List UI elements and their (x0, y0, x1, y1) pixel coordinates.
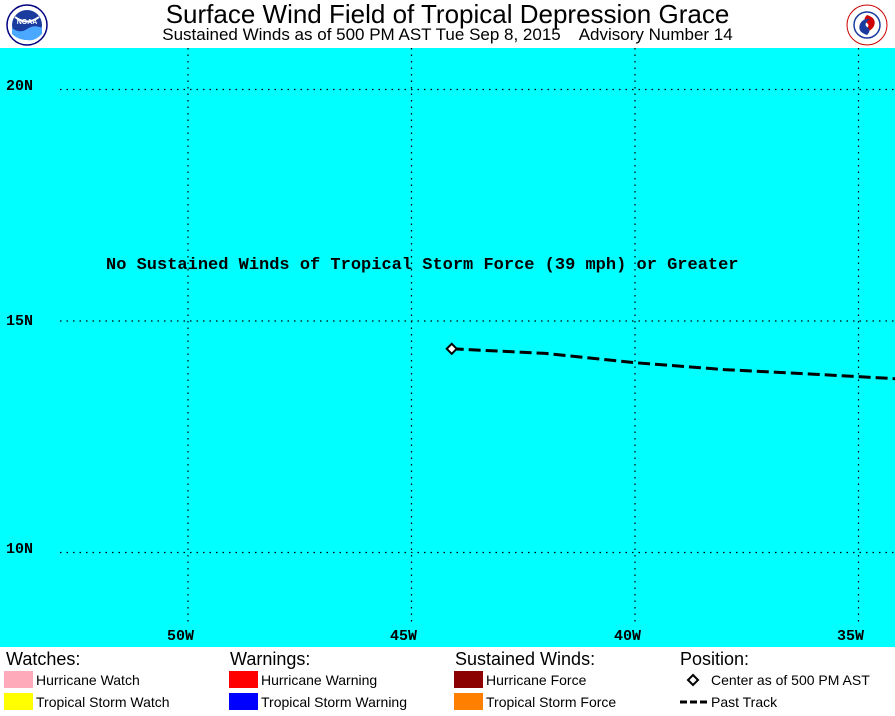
lon-label-45w: 45W (390, 628, 418, 645)
hurricane-force-swatch (454, 671, 483, 688)
hurricane-warning-swatch (229, 671, 258, 688)
tropical-storm-warning-swatch (229, 693, 258, 710)
legend: Watches: Hurricane Watch Tropical Storm … (0, 647, 895, 716)
legend-watches-heading: Watches: (6, 649, 81, 669)
page-subtitle: Sustained Winds as of 500 PM AST Tue Sep… (162, 25, 733, 44)
map-panel: 20N 15N 10N 50W 45W 40W 35W No Sustained… (0, 48, 895, 647)
lat-label-10n: 10N (6, 541, 34, 558)
legend-winds-heading: Sustained Winds: (455, 649, 596, 669)
diamond-icon (686, 673, 700, 687)
lon-label-40w: 40W (614, 628, 642, 645)
tropical-storm-watch-swatch (4, 693, 33, 710)
no-wind-field-note: No Sustained Winds of Tropical Storm For… (106, 256, 739, 275)
lat-label-15n: 15N (6, 313, 34, 330)
past-track-line (451, 347, 895, 381)
dashed-line-icon (680, 700, 708, 704)
hurricane-watch-swatch (4, 671, 33, 688)
lon-label-50w: 50W (167, 628, 195, 645)
tropical-storm-force-swatch (454, 693, 483, 710)
legend-warnings-heading: Warnings: (230, 649, 311, 669)
lat-label-20n: 20N (6, 78, 34, 95)
svg-text:NOAA: NOAA (17, 19, 38, 26)
noaa-logo: NOAA (6, 4, 48, 46)
storm-center-diamond-icon (445, 342, 459, 356)
lon-label-35w: 35W (837, 628, 865, 645)
page-title: Surface Wind Field of Tropical Depressio… (165, 0, 730, 29)
legend-position-heading: Position: (680, 649, 750, 669)
header: NOAA Surface Wind Field of Tropical Depr… (0, 0, 895, 48)
map-canvas (60, 48, 895, 626)
nws-logo (846, 4, 888, 46)
